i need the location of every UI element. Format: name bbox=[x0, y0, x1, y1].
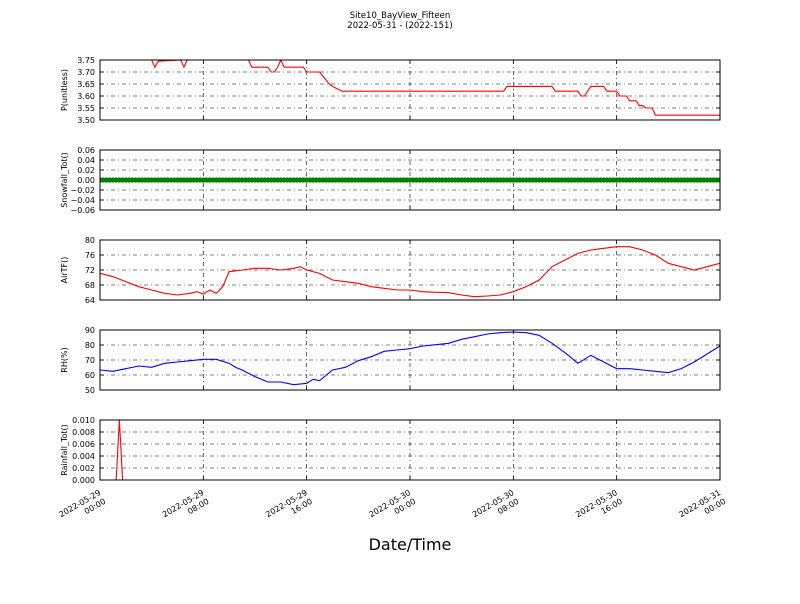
panel-frame bbox=[99, 419, 721, 481]
y-axis-label: RH(%) bbox=[60, 347, 69, 372]
series-line-1 bbox=[100, 331, 720, 386]
chart-subtitle: 2022-05-31 - (2022-151) bbox=[347, 21, 452, 31]
scatter-series bbox=[100, 177, 720, 183]
series-line-1 bbox=[100, 60, 720, 116]
y-tick-label: 68 bbox=[85, 281, 95, 290]
y-axis-label: Snowfall_Tot() bbox=[60, 152, 69, 208]
y-tick-label: 0.010 bbox=[72, 416, 95, 425]
y-tick-label: 0.04 bbox=[77, 156, 95, 165]
y-tick-label: 0.06 bbox=[77, 146, 95, 155]
y-tick-label: −0.06 bbox=[70, 206, 95, 215]
y-axis-label: P(unitless) bbox=[60, 69, 69, 111]
y-axis-label: Rainfall_Tot() bbox=[60, 424, 69, 476]
y-tick-label: −0.04 bbox=[70, 196, 95, 205]
y-tick-label: 3.75 bbox=[77, 56, 95, 65]
y-tick-label: 50 bbox=[85, 386, 95, 395]
y-tick-label: 0.008 bbox=[72, 428, 95, 437]
y-tick-label: 72 bbox=[85, 266, 95, 275]
panel-5: 0.000 0.002 0.004 0.006 0.008 0.010Rainfall_T… bbox=[60, 416, 721, 485]
y-tick-label: 3.55 bbox=[77, 104, 95, 113]
panel-frame bbox=[99, 239, 721, 301]
y-tick-label: 70 bbox=[85, 356, 95, 365]
chart-title: Site10_BayView_Fifteen bbox=[350, 11, 451, 21]
y-tick-label: 3.50 bbox=[77, 116, 95, 125]
y-tick-label: 3.60 bbox=[77, 92, 95, 101]
panels-group: 3.50 3.55 3.60 3.65 3.70 3.75 P(unitless) −0.06… bbox=[60, 56, 721, 485]
y-tick-label: 76 bbox=[85, 251, 95, 260]
panel-2: −0.06−0.04−0.020.000.020.040.06 Snowfall_… bbox=[60, 146, 721, 215]
y-tick-label: 0.002 bbox=[72, 464, 95, 473]
y-tick-label: 0.00 bbox=[77, 176, 95, 185]
y-axis-label: AirTF() bbox=[60, 257, 69, 284]
scatter-point bbox=[717, 177, 720, 183]
y-tick-label: 0.02 bbox=[77, 166, 95, 175]
series-line-1 bbox=[100, 246, 720, 298]
y-tick-label: 3.70 bbox=[77, 68, 95, 77]
y-tick-label: 60 bbox=[85, 371, 95, 380]
y-tick-label: −0.02 bbox=[70, 186, 95, 195]
y-tick-label: 0.004 bbox=[72, 452, 95, 461]
y-tick-label: 3.65 bbox=[77, 80, 95, 89]
panel-frame bbox=[99, 59, 721, 121]
panel-1: 3.50 3.55 3.60 3.65 3.70 3.75 P(unitless) bbox=[60, 56, 721, 125]
panel-frame bbox=[99, 329, 721, 391]
panel-frame bbox=[99, 149, 721, 211]
panel-4: 50 60 70 80 90 RH(%) bbox=[60, 326, 721, 395]
y-tick-label: 64 bbox=[85, 296, 95, 305]
x-axis-label: Date/Time bbox=[369, 535, 452, 554]
y-tick-label: 90 bbox=[85, 326, 95, 335]
y-tick-label: 0.006 bbox=[72, 440, 95, 449]
panel-3: 64 68 72 76 80 AirTF() bbox=[60, 236, 721, 305]
y-tick-label: 80 bbox=[85, 341, 95, 350]
y-tick-label: 80 bbox=[85, 236, 95, 245]
y-tick-label: 0.000 bbox=[72, 476, 95, 485]
